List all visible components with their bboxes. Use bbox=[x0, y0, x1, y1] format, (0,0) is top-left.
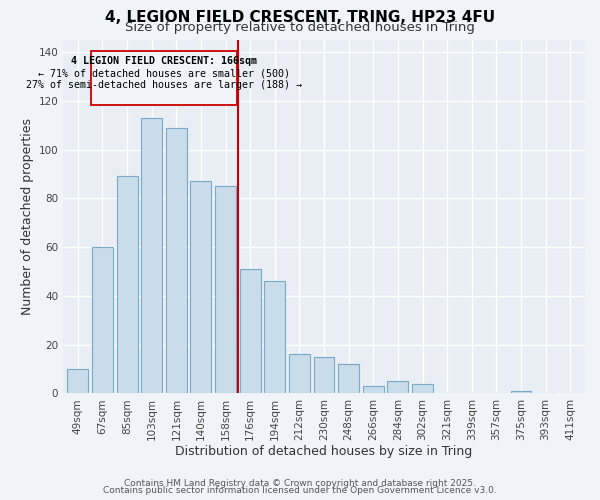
Y-axis label: Number of detached properties: Number of detached properties bbox=[21, 118, 34, 315]
Text: Contains public sector information licensed under the Open Government Licence v3: Contains public sector information licen… bbox=[103, 486, 497, 495]
Bar bbox=[314, 357, 334, 394]
FancyBboxPatch shape bbox=[91, 51, 236, 104]
Text: Size of property relative to detached houses in Tring: Size of property relative to detached ho… bbox=[125, 21, 475, 34]
Bar bbox=[166, 128, 187, 394]
Bar bbox=[338, 364, 359, 394]
Text: 4 LEGION FIELD CRESCENT: 166sqm: 4 LEGION FIELD CRESCENT: 166sqm bbox=[71, 56, 257, 66]
Bar bbox=[141, 118, 162, 394]
Bar bbox=[412, 384, 433, 394]
Text: 27% of semi-detached houses are larger (188) →: 27% of semi-detached houses are larger (… bbox=[26, 80, 302, 90]
X-axis label: Distribution of detached houses by size in Tring: Distribution of detached houses by size … bbox=[175, 444, 473, 458]
Bar bbox=[190, 182, 211, 394]
Bar bbox=[511, 391, 532, 394]
Text: 4, LEGION FIELD CRESCENT, TRING, HP23 4FU: 4, LEGION FIELD CRESCENT, TRING, HP23 4F… bbox=[105, 10, 495, 25]
Bar bbox=[265, 282, 285, 394]
Bar bbox=[289, 354, 310, 394]
Text: Contains HM Land Registry data © Crown copyright and database right 2025.: Contains HM Land Registry data © Crown c… bbox=[124, 478, 476, 488]
Bar bbox=[92, 247, 113, 394]
Bar bbox=[363, 386, 384, 394]
Bar bbox=[240, 269, 260, 394]
Text: ← 71% of detached houses are smaller (500): ← 71% of detached houses are smaller (50… bbox=[38, 68, 290, 78]
Bar bbox=[116, 176, 137, 394]
Bar bbox=[215, 186, 236, 394]
Bar bbox=[67, 369, 88, 394]
Bar bbox=[388, 381, 409, 394]
